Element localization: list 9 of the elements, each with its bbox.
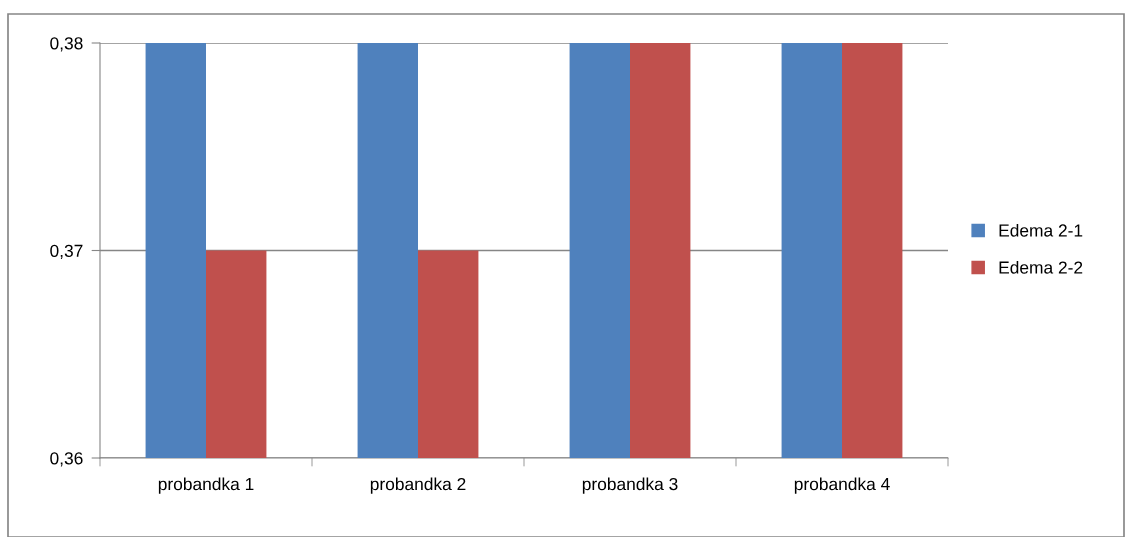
y-tick-label: 0,38 <box>50 37 83 52</box>
y-tick-label: 0,37 <box>50 244 83 260</box>
x-tick-label: probandka 3 <box>582 477 678 494</box>
x-tick-label: probandka 4 <box>794 477 890 494</box>
y-tick-label: 0,36 <box>50 452 83 467</box>
x-tick-label: probandka 2 <box>370 477 466 494</box>
legend-label: Edema 2-2 <box>999 260 1083 274</box>
legend-label: Edema 2-1 <box>999 223 1083 237</box>
x-tick-label: probandka 1 <box>158 477 254 494</box>
